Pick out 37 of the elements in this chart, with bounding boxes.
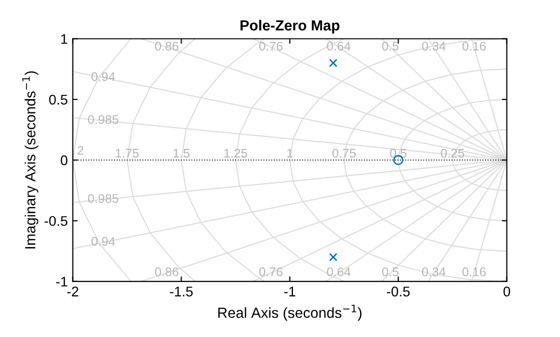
series-label: 0.5: [382, 42, 399, 51]
series-label: 0.5: [390, 148, 406, 158]
y-tick-label: 0.5: [49, 94, 68, 105]
series-label: 1.25: [224, 148, 248, 158]
series-label: 0.34: [422, 267, 446, 276]
series-label: 0.64: [327, 42, 350, 51]
series-label: 0.94: [92, 72, 115, 82]
series-label: 0.5: [382, 267, 399, 276]
series-label: 0.64: [327, 267, 350, 276]
y-tick-label: 1: [61, 34, 68, 44]
series-label: 0.34: [422, 42, 446, 51]
series-label: 0.86: [155, 42, 178, 51]
x-axis-title: Real Axis (seconds$^{−1}$): [218, 304, 362, 321]
x-tick-label: 0: [503, 286, 510, 296]
series-label: 2: [78, 146, 84, 155]
y-tick-label: 0: [60, 155, 68, 166]
y-tick-label: -0.5: [44, 216, 68, 226]
series-label: 1: [287, 148, 293, 158]
series-label: 1.5: [174, 148, 190, 158]
x-tick-label: -1.5: [170, 286, 193, 296]
series-label: 0.25: [440, 148, 464, 158]
series-label: 1.75: [116, 148, 139, 158]
series-label: 0.16: [462, 267, 486, 276]
series-label: 0.75: [332, 148, 356, 158]
chart-title: Pole-Zero Map: [240, 20, 340, 34]
x-tick-label: -0.5: [386, 286, 410, 296]
series-label: 0.76: [259, 42, 282, 51]
series-label: 0.985: [88, 194, 118, 203]
y-tick-label: -1: [56, 276, 68, 286]
series-label: 0.86: [155, 267, 178, 276]
series-label: 0.76: [259, 267, 282, 276]
series-label: 0.16: [462, 42, 486, 51]
series-label: 0.985: [88, 115, 118, 124]
series-label: 0.94: [92, 236, 115, 246]
x-tick-label: -1: [284, 286, 296, 296]
x-tick-label: -2: [67, 286, 78, 296]
y-axis-title: Imaginary Axis (seconds$^{−1}$): [22, 71, 38, 248]
